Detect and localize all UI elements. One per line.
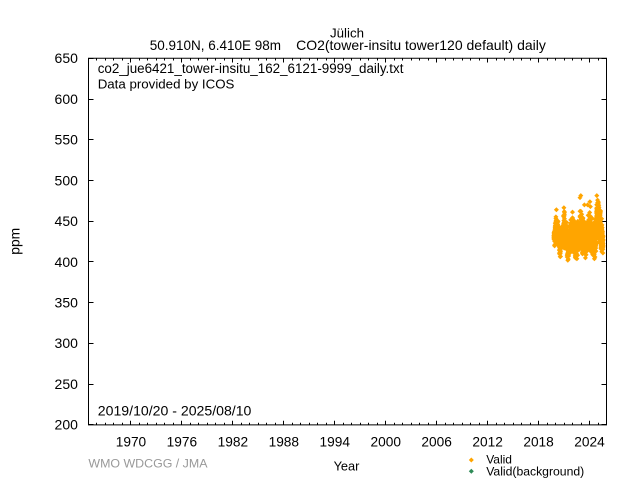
svg-text:WMO WDCGG / JMA: WMO WDCGG / JMA (88, 456, 208, 470)
svg-text:co2_jue6421_tower-insitu_162_6: co2_jue6421_tower-insitu_162_6121-9999_d… (98, 61, 404, 76)
svg-text:2018: 2018 (523, 434, 554, 449)
svg-text:Year: Year (334, 458, 361, 473)
svg-text:1988: 1988 (269, 434, 300, 449)
svg-text:1994: 1994 (320, 434, 351, 449)
svg-text:Valid(background): Valid(background) (486, 465, 584, 479)
svg-text:50.910N, 6.410E 98m: 50.910N, 6.410E 98m (150, 38, 281, 53)
svg-text:650: 650 (55, 50, 79, 66)
svg-text:600: 600 (55, 91, 79, 107)
svg-text:400: 400 (55, 254, 79, 270)
svg-text:300: 300 (55, 335, 79, 351)
svg-text:500: 500 (55, 172, 79, 188)
svg-text:2006: 2006 (421, 434, 452, 449)
svg-text:1982: 1982 (218, 434, 248, 449)
svg-text:Data provided by ICOS: Data provided by ICOS (98, 77, 235, 92)
svg-text:2019/10/20 - 2025/08/10: 2019/10/20 - 2025/08/10 (98, 402, 252, 418)
svg-text:Valid: Valid (486, 453, 512, 467)
svg-text:Jülich: Jülich (330, 26, 364, 41)
svg-text:CO2(tower-insitu tower120 defa: CO2(tower-insitu tower120 default) daily (296, 37, 546, 53)
svg-text:200: 200 (55, 417, 79, 433)
svg-text:2024: 2024 (574, 434, 605, 449)
svg-text:ppm: ppm (7, 228, 22, 255)
svg-text:2000: 2000 (370, 434, 401, 449)
svg-text:1976: 1976 (167, 434, 198, 449)
svg-text:2012: 2012 (472, 434, 502, 449)
svg-text:1970: 1970 (116, 434, 147, 449)
svg-text:250: 250 (55, 376, 79, 392)
svg-text:350: 350 (55, 295, 79, 311)
svg-text:450: 450 (55, 213, 79, 229)
svg-text:550: 550 (55, 132, 79, 148)
